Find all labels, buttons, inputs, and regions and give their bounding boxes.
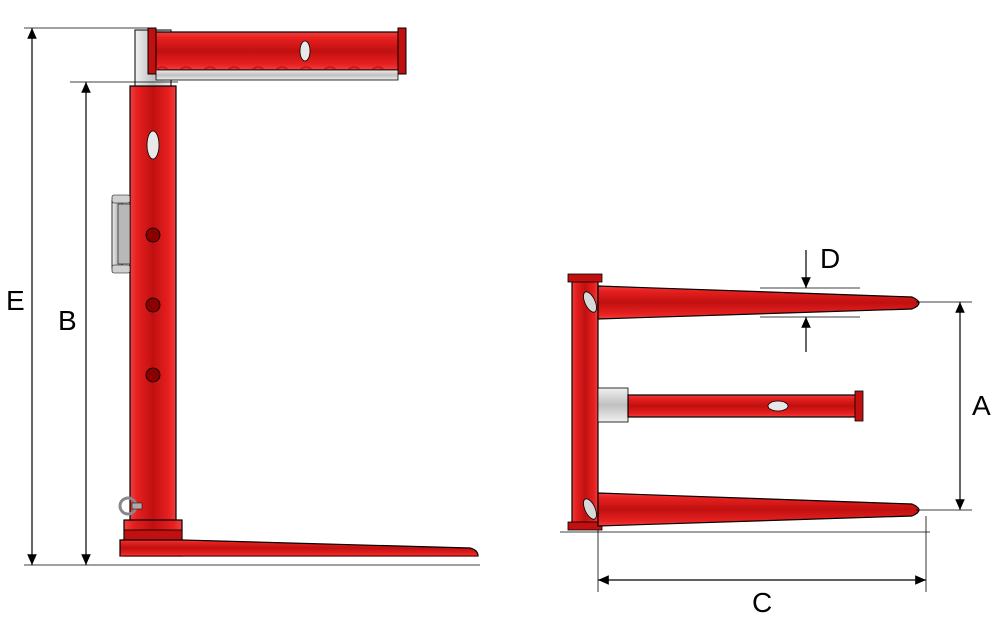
column-slot: [147, 131, 159, 159]
label-d: D: [820, 243, 840, 274]
top-tine-lower: [581, 493, 919, 526]
fork-tine-side: [120, 540, 478, 556]
hole: [146, 298, 160, 312]
vertical-column: [130, 86, 176, 530]
label-b: B: [58, 305, 77, 336]
hole: [146, 228, 160, 242]
side-view: E B: [6, 28, 480, 565]
label-e: E: [6, 285, 25, 316]
label-a: A: [972, 390, 991, 421]
label-c: C: [752, 587, 772, 618]
top-view: A C D: [560, 243, 991, 618]
side-handle: [112, 195, 130, 273]
hole: [146, 368, 160, 382]
top-tube: [148, 28, 406, 80]
technical-diagram: E B: [0, 0, 1000, 634]
backbar-cap: [568, 522, 602, 530]
back-bar: [572, 278, 598, 526]
top-tine-upper: [581, 286, 919, 319]
backbar-cap: [568, 274, 602, 282]
center-tube: [598, 388, 863, 422]
